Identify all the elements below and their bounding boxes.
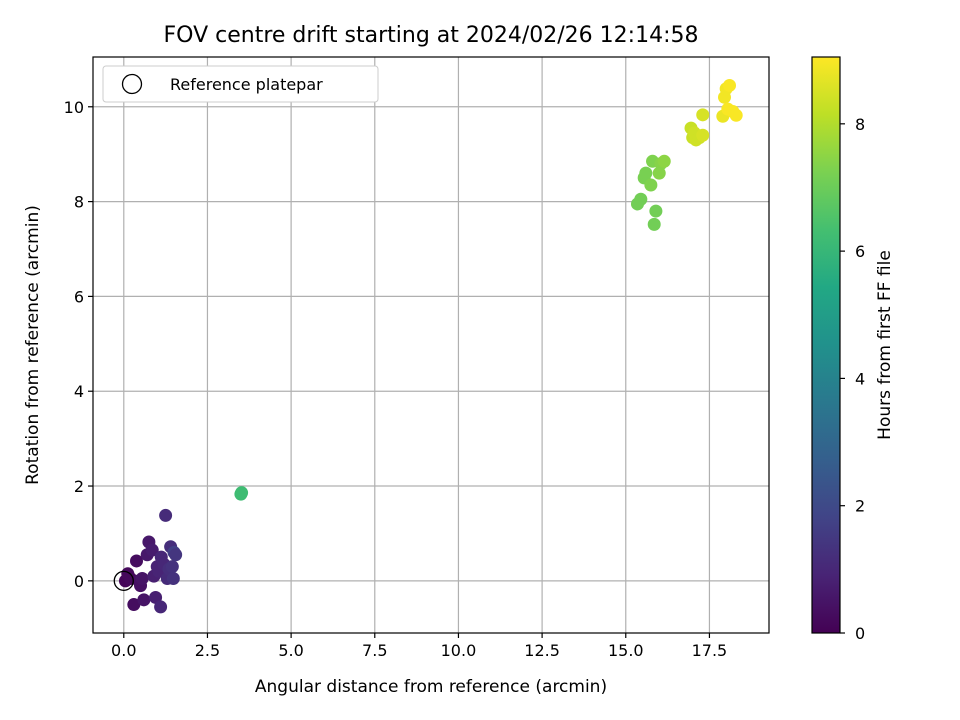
data-point [137,593,151,607]
data-point [696,108,710,122]
data-point [145,543,159,557]
colorbar-tick-label: 0 [855,624,865,643]
colorbar-tick-label: 2 [855,497,865,516]
data-point [165,560,179,574]
y-tick-label: 8 [74,193,84,212]
colorbar-label: Hours from first FF file [875,250,895,440]
data-point [634,192,648,206]
x-tick-label: 17.5 [692,641,728,660]
x-axis-ticks: 0.0 2.5 5.0 7.5 10.0 12.5 15.0 17.5 [111,633,727,660]
data-point [154,600,168,614]
data-point [647,217,661,231]
x-tick-label: 12.5 [524,641,560,660]
data-point [166,571,180,585]
legend-reference-marker [121,73,143,95]
x-tick-label: 2.5 [195,641,220,660]
data-point [159,508,173,522]
data-point [127,598,141,612]
colorbar-ticks: 0 2 4 6 8 [840,115,865,643]
x-tick-label: 5.0 [278,641,303,660]
x-tick-label: 0.0 [111,641,136,660]
y-axis-ticks: 0 2 4 6 8 10 [64,98,93,591]
legend-box [102,65,379,103]
data-point [649,204,663,218]
grid [93,57,769,633]
colorbar [811,56,841,634]
y-axis-label: Rotation from reference (arcmin) [23,205,43,485]
plot-frame [92,56,770,634]
reference-marker [113,570,134,592]
y-tick-label: 0 [74,572,84,591]
colorbar-tick-label: 8 [855,115,865,134]
data-point [644,178,658,192]
legend: Reference platepar [102,65,379,103]
y-tick-label: 2 [74,477,84,496]
data-point [723,78,737,92]
data-point [135,571,149,585]
x-tick-label: 7.5 [362,641,387,660]
y-tick-label: 4 [74,382,84,401]
x-tick-label: 15.0 [608,641,644,660]
x-axis-label: Angular distance from reference (arcmin) [255,677,607,697]
data-point [696,128,710,142]
y-tick-label: 6 [74,287,84,306]
data-point [657,154,671,168]
colorbar-tick-label: 6 [855,242,865,261]
data-point [639,166,653,180]
data-point [130,554,144,568]
y-tick-label: 10 [64,98,84,117]
chart-title: FOV centre drift starting at 2024/02/26 … [164,23,699,48]
x-tick-label: 10.0 [441,641,477,660]
reference-marker-group [113,570,134,592]
data-point [169,548,183,562]
data-points [118,78,743,614]
legend-label-reference: Reference platepar [170,75,323,94]
data-point [235,486,249,500]
colorbar-tick-label: 4 [855,369,865,388]
data-point [729,108,743,122]
